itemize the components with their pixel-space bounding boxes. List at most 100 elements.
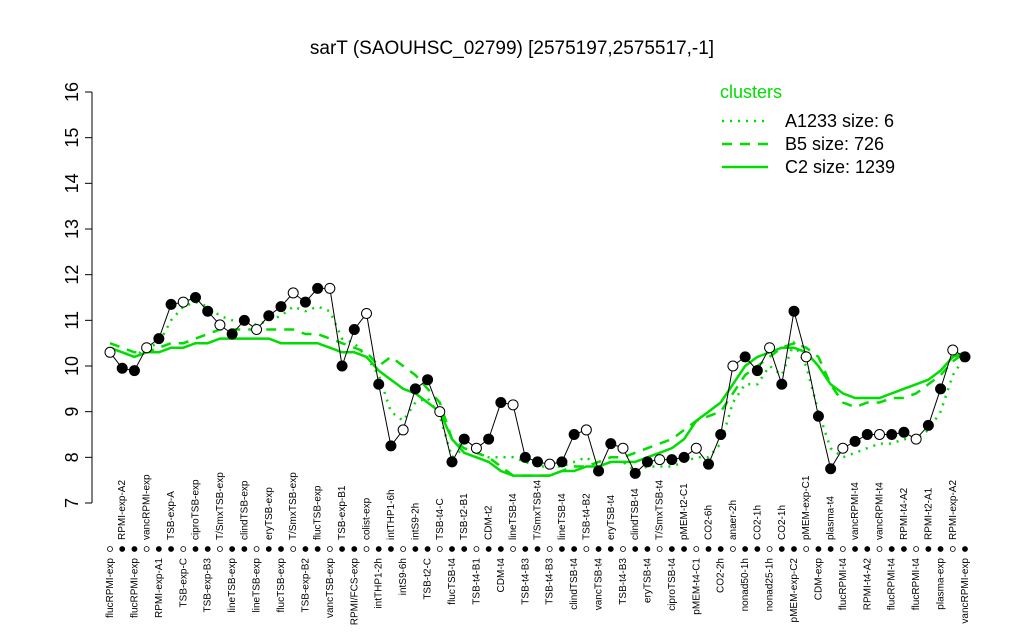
category-dot [485, 546, 492, 552]
x-tick-label: flucRPMI-exp [129, 558, 140, 618]
category-dot [522, 546, 529, 552]
x-tick-label: RPMI-t2-A1 [923, 487, 934, 540]
x-tick-label: T/SmxTSB-t4 [655, 480, 666, 540]
x-tick-label: vancRPMI-exp [960, 558, 971, 624]
category-dot [204, 546, 211, 552]
category-dot [326, 546, 333, 552]
data-point [641, 456, 653, 468]
x-tick-label: TSB-exp-A [166, 491, 177, 540]
x-tick-label: colist-exp [362, 497, 373, 540]
x-tick-label: TSB-exp-C [178, 558, 189, 607]
data-point [348, 323, 360, 335]
category-dot [290, 546, 297, 552]
y-tick-label: 7 [62, 498, 82, 508]
data-point [202, 305, 214, 317]
data-point [422, 374, 434, 386]
data-point [947, 344, 959, 356]
y-tick-label: 12 [62, 265, 82, 285]
category-dot [730, 546, 736, 552]
category-dot [473, 546, 480, 552]
x-tick-label: lineTSB-exp [252, 558, 263, 613]
data-point [470, 442, 482, 454]
x-tick-label: CO2-1h [777, 505, 788, 540]
x-tick-label: lineTSB-t4 [508, 493, 519, 540]
x-tick-label: flucTSB-t4 [447, 558, 458, 605]
category-dot [119, 546, 126, 552]
data-point [434, 406, 446, 418]
x-tick-label: flucRPMI-t4 [911, 558, 922, 611]
category-dot [607, 546, 614, 552]
x-tick-label: TSB-t4-B3 [520, 558, 531, 605]
data-point [849, 435, 861, 447]
category-dot [461, 546, 468, 552]
data-point [397, 424, 409, 436]
legend-label: C2 size: 1239 [785, 157, 895, 177]
category-dot [229, 546, 236, 552]
category-dot [546, 546, 553, 552]
category-dot [925, 546, 932, 552]
x-tick-label: intS9-6h [398, 558, 409, 595]
category-dot [962, 546, 968, 552]
data-point [580, 424, 592, 436]
data-point [312, 282, 324, 294]
data-point [629, 467, 641, 479]
category-dot [388, 546, 394, 552]
x-tick-label: eryTSB-t4 [606, 495, 617, 540]
x-tick-label: vancRPMI-exp [142, 474, 153, 540]
y-tick-label: 9 [62, 407, 82, 417]
category-dot [571, 546, 578, 552]
x-tick-label: flucTSB-exp [276, 558, 287, 613]
x-tick-label: flucRPMI-exp [105, 558, 116, 618]
x-tick-label: plasma-exp [936, 558, 947, 610]
category-dot [766, 546, 773, 552]
x-tick-label: flucRPMI-t4 [838, 558, 849, 611]
x-tick-label: eryTSB-t4 [642, 558, 653, 603]
x-tick-label: clindTSB-t4 [630, 488, 641, 540]
data-point [226, 328, 238, 340]
category-dot [864, 546, 871, 552]
data-point [495, 397, 507, 409]
x-tick-label: pMEM-exp-C2 [789, 558, 800, 623]
category-dot [632, 546, 639, 552]
x-tick-label: T/SmxTSB-exp [288, 472, 299, 540]
category-dot [143, 546, 150, 552]
x-tick-label: CDM-t2 [484, 505, 495, 540]
data-point [617, 442, 629, 454]
category-dot [852, 546, 858, 552]
category-dot [778, 546, 785, 552]
category-dot [168, 546, 174, 552]
category-dot [559, 546, 565, 552]
x-tick-label: TSB-exp-B3 [203, 558, 214, 613]
category-dot [449, 546, 455, 552]
data-point [751, 365, 763, 377]
data-point [825, 463, 837, 475]
x-tick-label: nonad25-1h [765, 558, 776, 611]
x-tick-label: TSB-t4-B2 [581, 493, 592, 540]
category-dot [351, 546, 358, 552]
x-tick-label: plasma-t4 [826, 496, 837, 540]
legend-label: B5 size: 726 [785, 134, 884, 154]
category-dot [901, 546, 907, 552]
category-dot [363, 546, 370, 552]
category-dot [412, 546, 419, 552]
data-point [128, 365, 140, 377]
data-point [324, 282, 336, 294]
x-tick-label: RPMI/FCS-exp [349, 558, 360, 626]
category-dot [107, 546, 113, 552]
data-point [861, 429, 873, 440]
category-dot [400, 546, 407, 552]
y-tick-label: 10 [62, 356, 82, 376]
data-point [141, 342, 153, 354]
category-dot [791, 546, 797, 552]
category-dot [717, 546, 724, 552]
data-point [299, 296, 311, 308]
category-dot [180, 546, 187, 552]
data-point [764, 342, 776, 354]
data-point [776, 378, 788, 390]
x-tick-label: intTHP1-6h [386, 489, 397, 540]
category-dot [155, 546, 162, 552]
category-dot [742, 546, 749, 552]
x-tick-label: TSB-t4-B1 [471, 558, 482, 605]
data-point [837, 442, 849, 454]
